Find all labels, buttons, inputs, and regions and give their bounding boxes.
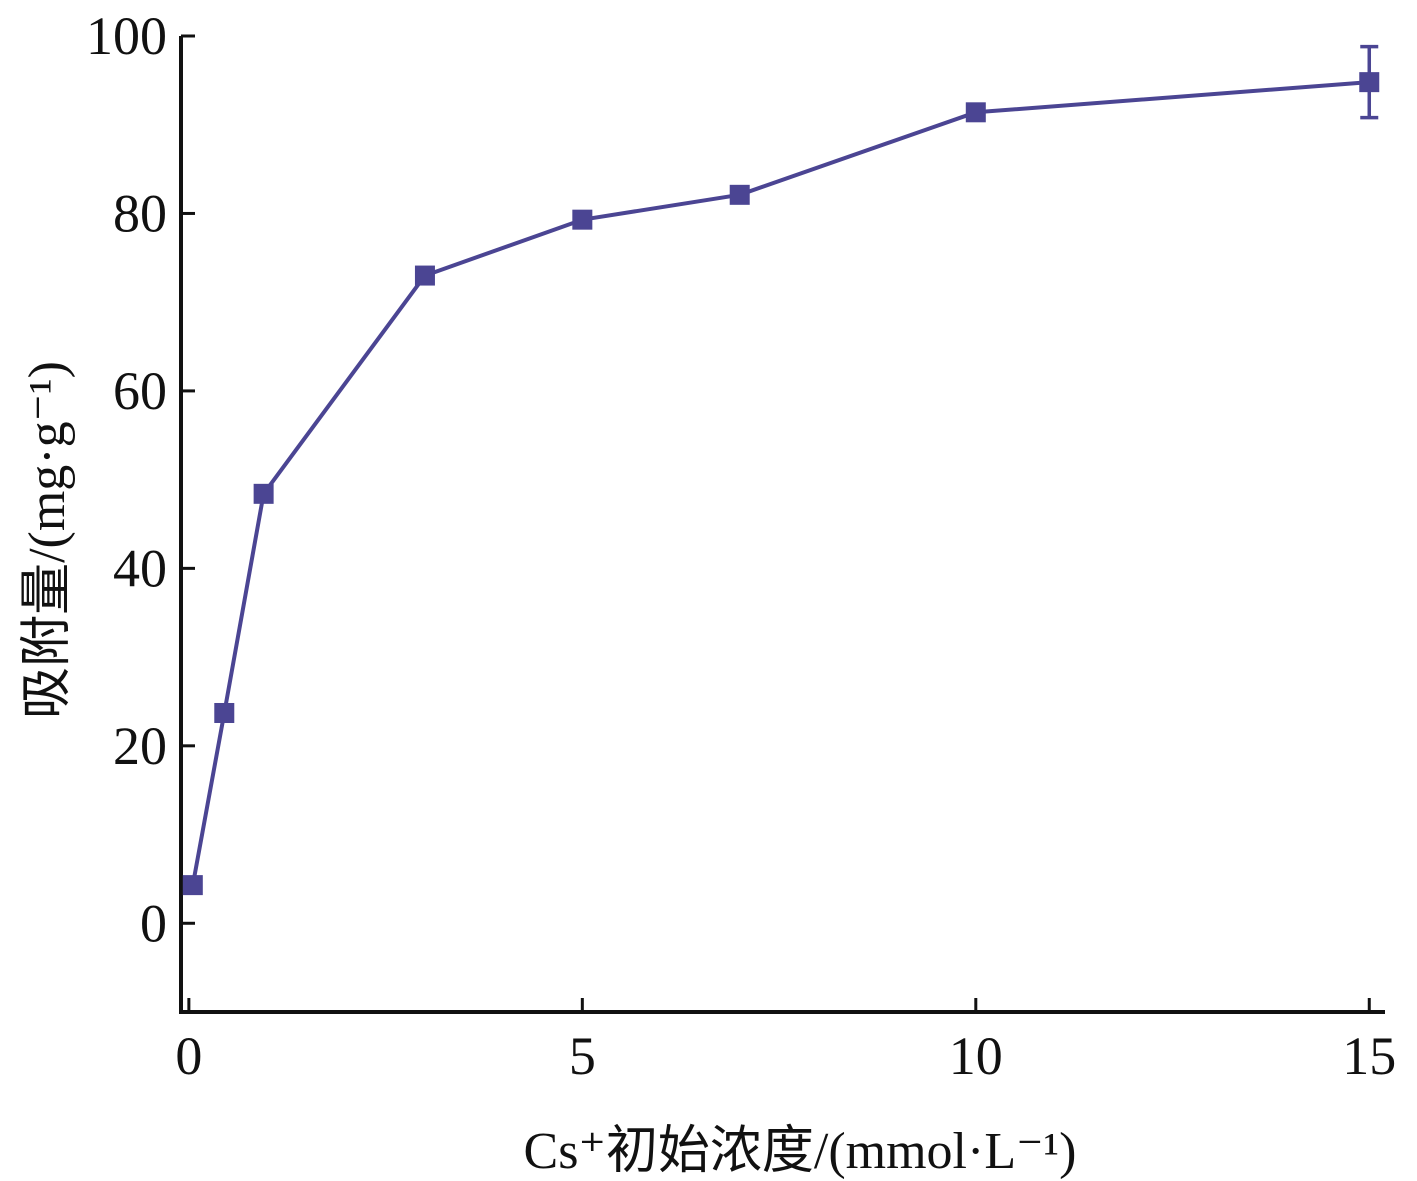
- data-point: [572, 209, 593, 230]
- x-tick-label: 0: [175, 1026, 202, 1086]
- x-ticks: 0 5 10 15: [175, 998, 1396, 1086]
- series: [182, 44, 1380, 896]
- axes: [179, 36, 1385, 1014]
- y-tick-label: 80: [113, 183, 167, 243]
- data-point: [414, 265, 435, 286]
- x-tick-label: 5: [569, 1026, 596, 1086]
- data-point: [729, 184, 750, 205]
- y-tick-label: 20: [113, 716, 167, 776]
- data-point: [253, 483, 274, 504]
- y-tick-label: 60: [113, 361, 167, 421]
- data-point: [182, 875, 203, 896]
- data-point: [1359, 72, 1380, 93]
- x-tick-label: 10: [949, 1026, 1003, 1086]
- series-line: [190, 80, 1370, 886]
- y-axis-title: 吸附量/(mg·g⁻¹): [19, 361, 76, 719]
- data-point: [214, 702, 235, 723]
- y-ticks: 0 20 40 60 80 100: [86, 6, 195, 953]
- data-point: [965, 102, 986, 123]
- x-tick-label: 15: [1342, 1026, 1396, 1086]
- y-tick-label: 40: [113, 538, 167, 598]
- y-tick-label: 100: [86, 6, 167, 66]
- x-axis-title: Cs⁺初始浓度/(mmol·L⁻¹): [524, 1123, 1077, 1180]
- y-tick-label: 0: [140, 893, 167, 953]
